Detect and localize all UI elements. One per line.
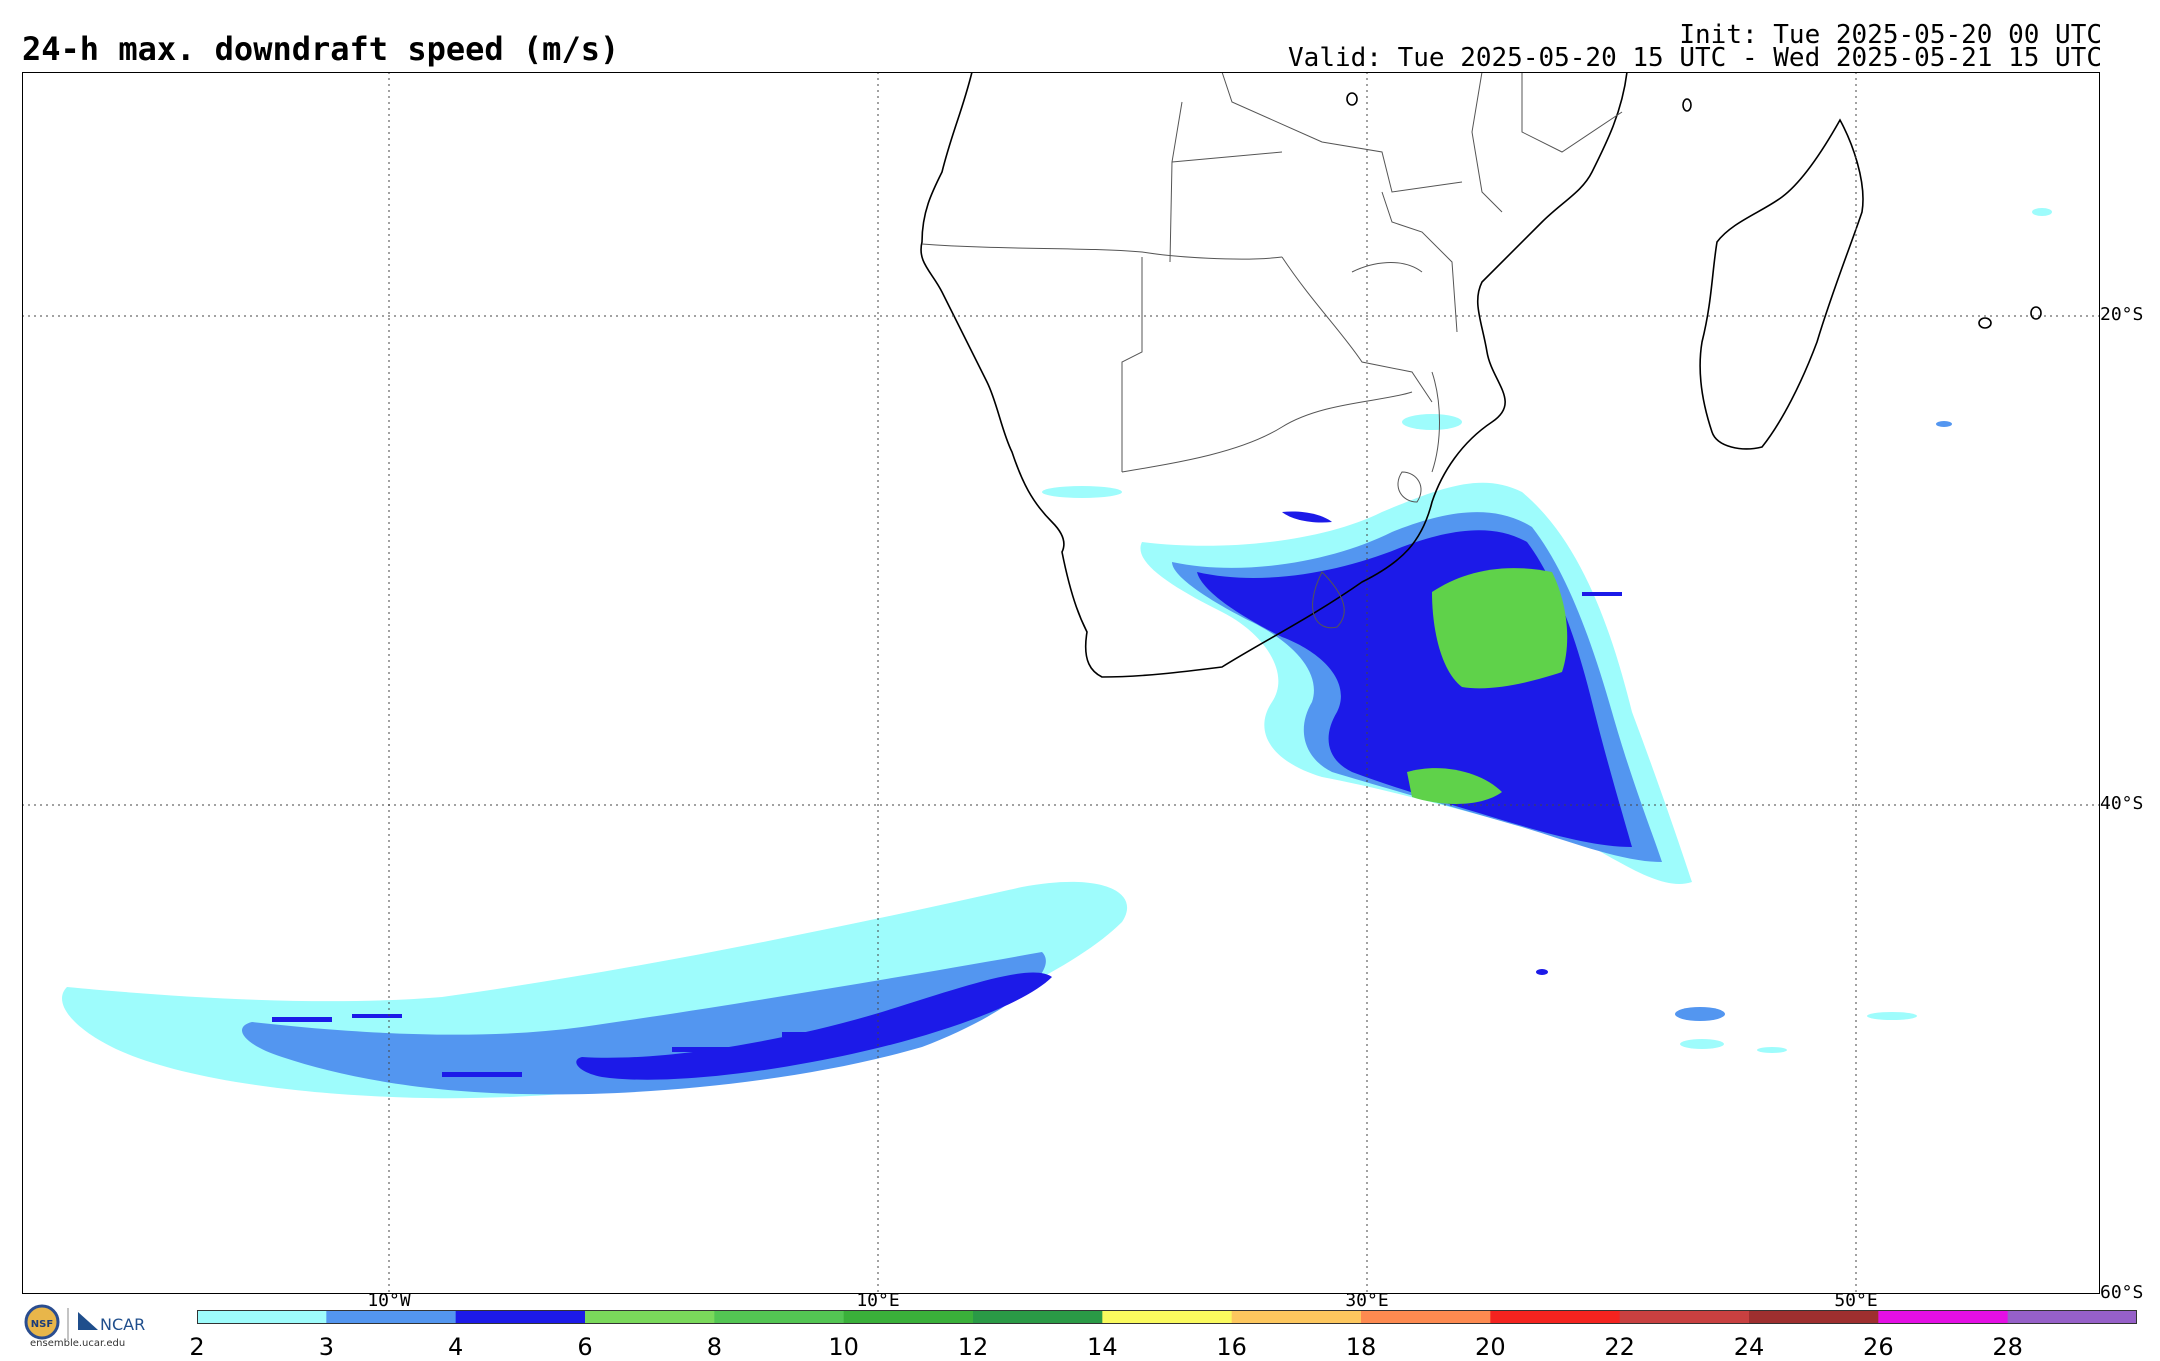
lat-label-40s: 40°S bbox=[2100, 793, 2144, 814]
colorbar-segment bbox=[1749, 1310, 1879, 1324]
colorbar-tick-label: 18 bbox=[1345, 1333, 1377, 1361]
colorbar-tick-label: 24 bbox=[1733, 1333, 1765, 1361]
colorbar-tick-label: 3 bbox=[318, 1333, 334, 1361]
colorbar-tick-label: 8 bbox=[706, 1333, 722, 1361]
lon-label-10w: 10°W bbox=[367, 1290, 411, 1311]
colorbar-segment bbox=[2007, 1310, 2137, 1324]
lon-label-50e: 50°E bbox=[1834, 1290, 1878, 1311]
colorbar-tick-label: 26 bbox=[1863, 1333, 1894, 1361]
colorbar-segment bbox=[1231, 1310, 1362, 1324]
coastlines bbox=[920, 72, 2042, 678]
colorbar-tick-label: 28 bbox=[1992, 1333, 2023, 1361]
downdraft-band-mid bbox=[242, 952, 1046, 1095]
downdraft-band-dark bbox=[576, 972, 1052, 1080]
colorbar-segment bbox=[1361, 1310, 1491, 1324]
colorbar-tick-label: 2 bbox=[189, 1333, 205, 1361]
valid-time: Valid: Tue 2025-05-20 15 UTC - Wed 2025-… bbox=[1288, 43, 2102, 73]
colorbar-segment bbox=[843, 1310, 974, 1324]
colorbar-tick-label: 12 bbox=[957, 1333, 989, 1361]
lon-label-10e: 10°E bbox=[856, 1290, 900, 1311]
colorbar-segment bbox=[714, 1310, 845, 1324]
lat-label-60s: 60°S bbox=[2100, 1282, 2144, 1303]
colorbar-tick-label: 6 bbox=[577, 1333, 593, 1361]
colorbar-segment bbox=[197, 1310, 327, 1324]
nsf-ncar-logo: NSF NCAR bbox=[24, 1304, 145, 1340]
colorbar-tick-label: 10 bbox=[828, 1333, 859, 1361]
colorbar-tick-label: 16 bbox=[1216, 1333, 1247, 1361]
colorbar-segment bbox=[326, 1310, 457, 1324]
colorbar-segment bbox=[973, 1310, 1103, 1324]
colorbar-segment bbox=[1878, 1310, 2009, 1324]
colorbar-segment bbox=[1102, 1310, 1233, 1324]
logo-nsf-text: NSF bbox=[31, 1319, 53, 1330]
colorbar bbox=[197, 1310, 2137, 1324]
logo-ncar-text: NCAR bbox=[100, 1315, 145, 1334]
colorbar-tick-label: 20 bbox=[1475, 1333, 1506, 1361]
africa-coastline bbox=[920, 72, 1628, 678]
map-frame bbox=[22, 72, 2100, 1294]
logo-url: ensemble.ucar.edu bbox=[30, 1338, 126, 1349]
lat-label-20s: 20°S bbox=[2100, 304, 2144, 325]
colorbar-segment bbox=[585, 1310, 715, 1324]
graticule bbox=[22, 72, 2100, 1294]
colorbar-segment bbox=[455, 1310, 586, 1324]
country-borders bbox=[921, 72, 1623, 629]
colorbar-tick-label: 14 bbox=[1087, 1333, 1118, 1361]
downdraft-shading bbox=[62, 208, 2052, 1099]
madagascar-coastline bbox=[1699, 118, 1864, 450]
lon-label-30e: 30°E bbox=[1345, 1290, 1389, 1311]
colorbar-frame bbox=[197, 1310, 2137, 1324]
colorbar-segment bbox=[1619, 1310, 1750, 1324]
colorbar-tick-label: 22 bbox=[1604, 1333, 1635, 1361]
init-time: Init: Tue 2025-05-20 00 UTC bbox=[1679, 20, 2102, 50]
map-title: 24-h max. downdraft speed (m/s) bbox=[22, 30, 620, 68]
colorbar-tick-label: 4 bbox=[448, 1333, 464, 1361]
colorbar-segment bbox=[1490, 1310, 1621, 1324]
map-panel bbox=[22, 72, 2100, 1294]
